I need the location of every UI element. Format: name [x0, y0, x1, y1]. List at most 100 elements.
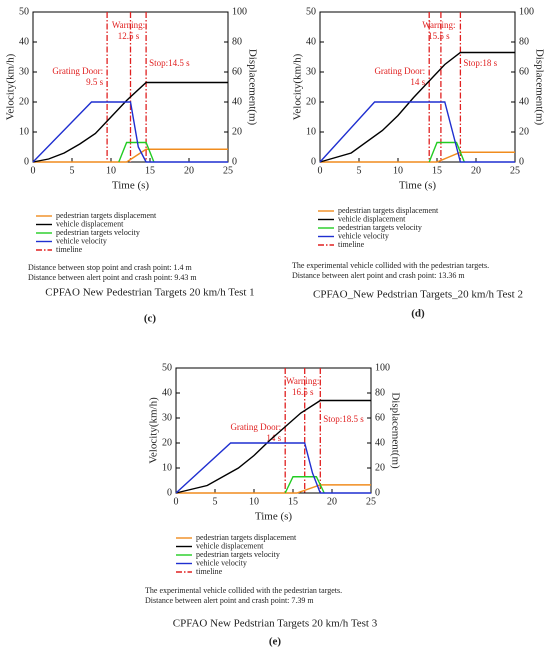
annotation: 15.5 s	[428, 31, 450, 41]
annotation: 12.5 s	[118, 31, 140, 41]
x-tick-label: 20	[471, 165, 481, 176]
x-tick-label: 25	[223, 165, 233, 176]
note: Distance between alert point and crash p…	[145, 596, 314, 605]
legend-label: vehicle displacement	[56, 219, 124, 228]
y-tick-label: 20	[162, 437, 172, 448]
note: Distance between alert point and crash p…	[28, 273, 197, 282]
y-tick-label: 10	[306, 126, 316, 137]
caption: CPFAO New Pedstrian Targets 20 km/h Test…	[173, 618, 378, 630]
series-line	[319, 101, 515, 163]
x-tick-label: 10	[393, 165, 403, 176]
caption: CPFAO New Pedestrian Targets 20 km/h Tes…	[45, 287, 254, 299]
annotation: Grating Door:	[52, 66, 103, 76]
note: Distance between alert point and crash p…	[292, 271, 465, 280]
y-axis-label: Velocity(km/h)	[5, 53, 17, 120]
x-axis-label: Time (s)	[112, 180, 150, 192]
y2-tick-label: 20	[375, 462, 385, 473]
legend-label: vehicle velocity	[56, 236, 107, 245]
series-line	[428, 141, 465, 163]
y-tick-label: 0	[311, 156, 316, 167]
note: Distance between stop point and crash po…	[28, 263, 193, 272]
y2-tick-label: 100	[519, 6, 534, 17]
legend-label: pedestrian targets velocity	[56, 228, 140, 237]
x-tick-label: 0	[31, 165, 36, 176]
legend-label: vehicle velocity	[338, 231, 389, 240]
series-line	[32, 101, 228, 163]
y2-tick-label: 80	[375, 387, 385, 398]
subfigure-label: (c)	[144, 313, 157, 325]
y-tick-label: 10	[19, 126, 29, 137]
x-tick-label: 10	[249, 496, 259, 507]
legend-label: timeline	[56, 245, 83, 254]
series-line	[319, 51, 515, 163]
y-tick-label: 30	[162, 412, 172, 423]
annotation: Stop:18.5 s	[323, 414, 364, 424]
x-tick-label: 0	[318, 165, 323, 176]
y-axis-label: Velocity(km/h)	[292, 53, 304, 120]
y2-tick-label: 0	[519, 156, 524, 167]
x-tick-label: 25	[366, 496, 376, 507]
y-axis-label: Velocity(km/h)	[148, 397, 160, 464]
y-tick-label: 40	[306, 36, 316, 47]
legend-label: pedestrian targets displacement	[338, 206, 439, 215]
annotation: Stop:18 s	[463, 58, 497, 68]
x-tick-label: 0	[174, 496, 179, 507]
x-axis-label: Time (s)	[399, 180, 437, 192]
series-line	[176, 484, 371, 494]
x-tick-label: 15	[432, 165, 442, 176]
annotation: Warning:	[422, 20, 455, 30]
x-axis-label: Time (s)	[255, 511, 293, 523]
y2-tick-label: 60	[232, 66, 242, 77]
y2-tick-label: 40	[232, 96, 242, 107]
y2-tick-label: 20	[232, 126, 242, 137]
series-line	[32, 81, 228, 163]
note: The experimental vehicle collided with t…	[145, 586, 342, 595]
x-tick-label: 15	[145, 165, 155, 176]
subfigure-label: (d)	[411, 308, 425, 320]
series-line	[175, 442, 371, 494]
legend-label: timeline	[196, 567, 223, 576]
annotation: Warning:	[286, 376, 319, 386]
y-tick-label: 50	[162, 362, 172, 373]
annotation: 14 s	[410, 77, 425, 87]
legend-label: vehicle displacement	[196, 541, 264, 550]
y-tick-label: 40	[19, 36, 29, 47]
y2-tick-label: 20	[519, 126, 529, 137]
y2-tick-label: 100	[375, 362, 390, 373]
y-tick-label: 50	[306, 6, 316, 17]
legend-label: pedestrian targets velocity	[196, 550, 280, 559]
series-line	[33, 148, 228, 163]
annotation: Grating Door:	[374, 66, 425, 76]
legend-label: vehicle displacement	[338, 214, 406, 223]
x-tick-label: 5	[213, 496, 218, 507]
x-tick-label: 5	[70, 165, 75, 176]
annotation: 16.5 s	[292, 387, 314, 397]
x-tick-label: 25	[510, 165, 520, 176]
caption: CPFAO_New Pedstrian Targets_20 km/h Test…	[313, 289, 523, 301]
y2-axis-label: Displacement(m)	[246, 49, 258, 126]
y2-tick-label: 60	[519, 66, 529, 77]
series-line	[284, 476, 325, 494]
annotation: Stop:14.5 s	[149, 58, 190, 68]
legend-label: timeline	[338, 240, 365, 249]
y2-tick-label: 40	[519, 96, 529, 107]
y2-tick-label: 80	[519, 36, 529, 47]
series-line	[118, 141, 155, 163]
y-tick-label: 0	[167, 487, 172, 498]
y-tick-label: 20	[19, 96, 29, 107]
y2-tick-label: 40	[375, 437, 385, 448]
y-tick-label: 10	[162, 462, 172, 473]
y2-axis-label: Displacement(m)	[533, 49, 545, 126]
y-tick-label: 50	[19, 6, 29, 17]
y2-axis-label: Displacement(m)	[389, 392, 401, 469]
series-line	[320, 151, 515, 163]
x-tick-label: 5	[357, 165, 362, 176]
y-tick-label: 20	[306, 96, 316, 107]
note: The experimental vehicle collided with t…	[292, 261, 489, 270]
y-tick-label: 0	[24, 156, 29, 167]
annotation: 9.5 s	[86, 77, 104, 87]
series-line	[175, 399, 371, 494]
legend-label: vehicle velocity	[196, 558, 247, 567]
legend-label: pedestrian targets displacement	[56, 211, 157, 220]
